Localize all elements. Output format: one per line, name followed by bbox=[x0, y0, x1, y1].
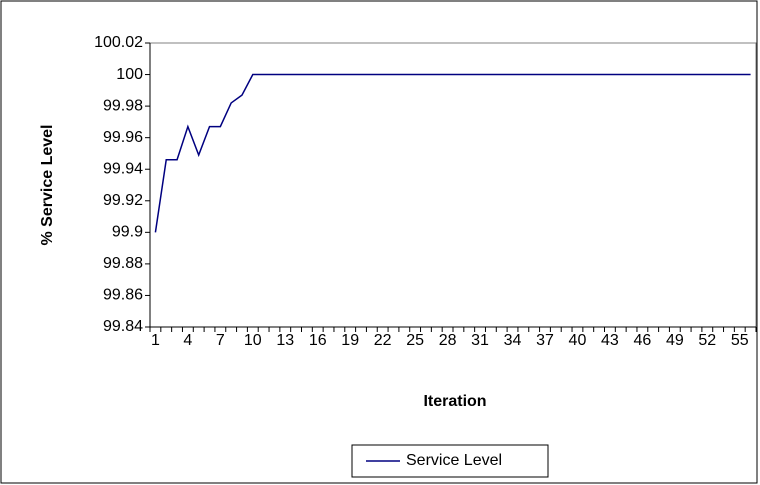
x-tick-label: 22 bbox=[374, 332, 392, 349]
x-tick-label: 1 bbox=[151, 332, 160, 349]
y-axis-title: % Service Level bbox=[39, 125, 56, 246]
x-tick-label: 7 bbox=[216, 332, 225, 349]
x-tick-label: 10 bbox=[244, 332, 262, 349]
y-tick-label: 99.88 bbox=[103, 255, 143, 272]
x-tick-label: 25 bbox=[406, 332, 424, 349]
y-tick-label: 99.98 bbox=[103, 97, 143, 114]
x-tick-label: 49 bbox=[666, 332, 684, 349]
y-tick-label: 99.92 bbox=[103, 192, 143, 209]
x-tick-label: 16 bbox=[309, 332, 327, 349]
y-tick-label: 100.02 bbox=[94, 34, 143, 51]
y-tick-label: 100 bbox=[116, 66, 143, 83]
x-tick-label: 52 bbox=[698, 332, 716, 349]
y-tick-label: 99.96 bbox=[103, 129, 143, 146]
x-tick-label: 55 bbox=[731, 332, 749, 349]
y-tick-label: 99.84 bbox=[103, 318, 143, 335]
x-tick-label: 34 bbox=[504, 332, 522, 349]
x-tick-label: 31 bbox=[471, 332, 489, 349]
legend-label: Service Level bbox=[406, 452, 502, 469]
y-tick-label: 99.94 bbox=[103, 160, 143, 177]
x-tick-label: 40 bbox=[569, 332, 587, 349]
series-line bbox=[154, 73, 751, 233]
y-tick-label: 99.86 bbox=[103, 287, 143, 304]
x-tick-label: 13 bbox=[276, 332, 294, 349]
x-tick-label: 28 bbox=[439, 332, 457, 349]
x-tick-label: 4 bbox=[183, 332, 192, 349]
x-tick-label: 43 bbox=[601, 332, 619, 349]
x-axis-title: Iteration bbox=[423, 393, 486, 410]
x-tick-label: 46 bbox=[633, 332, 651, 349]
x-tick-label: 37 bbox=[536, 332, 554, 349]
x-tick-label: 19 bbox=[341, 332, 359, 349]
y-tick-label: 99.9 bbox=[112, 224, 143, 241]
